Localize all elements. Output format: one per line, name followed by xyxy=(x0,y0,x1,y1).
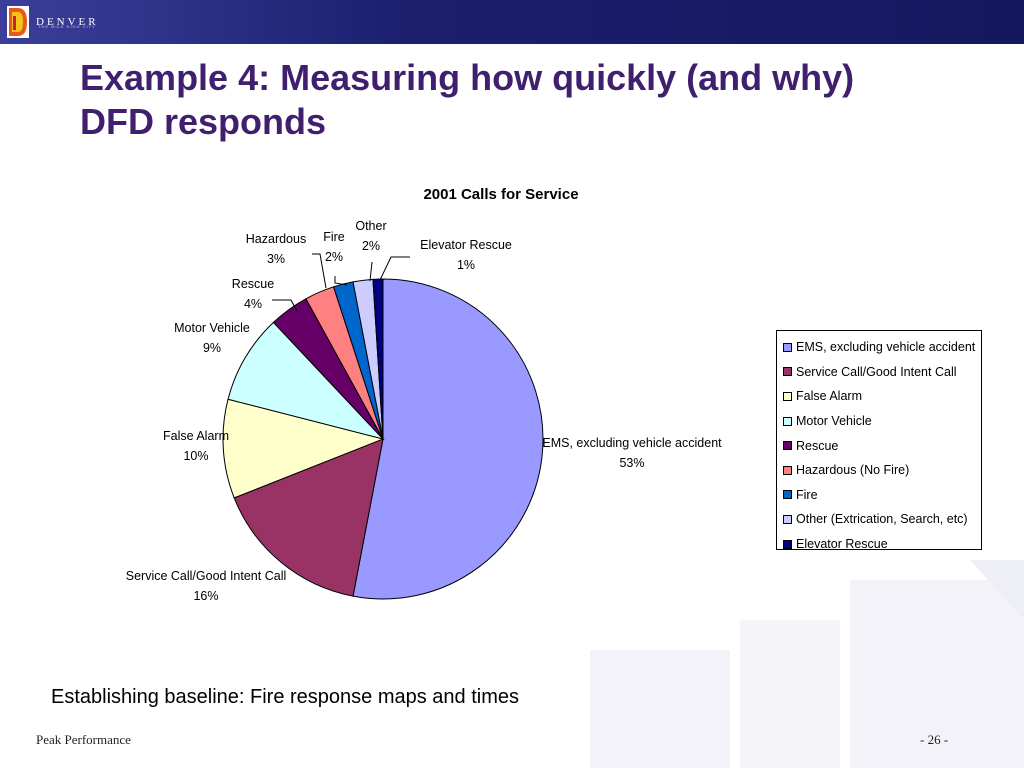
denver-logo-icon xyxy=(7,6,29,38)
slice-label: Hazardous xyxy=(246,232,306,246)
legend-swatch xyxy=(783,441,792,451)
chart-legend: EMS, excluding vehicle accident Service C… xyxy=(776,330,982,551)
slice-percent-label: 53% xyxy=(619,456,644,470)
legend-swatch xyxy=(783,490,792,500)
legend-item: Rescue xyxy=(777,433,981,458)
slice-percent-label: 1% xyxy=(457,258,475,272)
pie-slice-ems-excluding-vehicle-accident xyxy=(352,278,544,600)
legend-label: Rescue xyxy=(796,438,839,453)
legend-swatch xyxy=(783,514,792,524)
pie-slice-motor-vehicle xyxy=(227,321,385,440)
legend-swatch xyxy=(783,342,792,352)
denver-logo: DENVER xyxy=(6,3,99,41)
pie-slice-service-call-good-intent-call xyxy=(233,438,384,597)
slice-label: Service Call/Good Intent Call xyxy=(126,569,287,583)
body-text: Establishing baseline: Fire response map… xyxy=(51,686,520,708)
header-bar: DENVER THE MILE HIGH CITY xyxy=(0,0,1024,44)
slice-label: Elevator Rescue xyxy=(420,238,512,252)
slice-percent-label: 3% xyxy=(267,252,285,266)
logo-subtext: THE MILE HIGH CITY xyxy=(38,24,96,29)
slice-label: Motor Vehicle xyxy=(174,321,250,335)
pie-slice-false-alarm xyxy=(222,398,385,499)
legend-item: Elevator Rescue xyxy=(777,532,981,557)
legend-item: Hazardous (No Fire) xyxy=(777,458,981,483)
background-decoration xyxy=(590,560,1024,768)
slice-percent-label: 16% xyxy=(193,589,218,603)
slice-label: EMS, excluding vehicle accident xyxy=(542,436,722,450)
legend-swatch xyxy=(783,391,792,401)
slice-percent-label: 2% xyxy=(362,239,380,253)
leader-line xyxy=(334,276,348,286)
slice-percent-label: 9% xyxy=(203,341,221,355)
footer-left-text: Peak Performance xyxy=(36,732,131,747)
legend-label: False Alarm xyxy=(796,389,862,404)
legend-swatch xyxy=(783,539,792,549)
slice-label: Fire xyxy=(323,230,345,244)
leader-line xyxy=(379,256,410,281)
legend-item: False Alarm xyxy=(777,384,981,409)
legend-item: Other (Extrication, Search, etc) xyxy=(777,507,981,532)
legend-item: Motor Vehicle xyxy=(777,409,981,434)
page-number: - 26 - xyxy=(920,732,949,747)
legend-label: Fire xyxy=(796,487,818,502)
leader-line xyxy=(272,299,298,312)
legend-item: Fire xyxy=(777,483,981,508)
pie-slice-elevator-rescue xyxy=(372,278,384,440)
legend-swatch xyxy=(783,367,792,377)
legend-swatch xyxy=(783,416,792,426)
legend-swatch xyxy=(783,465,792,475)
slice-label: Other xyxy=(355,219,386,233)
slice-percent-label: 2% xyxy=(325,250,343,264)
legend-item: Service Call/Good Intent Call xyxy=(777,360,981,385)
slice-label: False Alarm xyxy=(163,429,229,443)
leader-line xyxy=(312,253,327,289)
legend-label: Service Call/Good Intent Call xyxy=(796,364,957,379)
chart-title: 2001 Calls for Service xyxy=(423,186,579,203)
slice-percent-label: 10% xyxy=(183,449,208,463)
slice-percent-label: 4% xyxy=(244,297,262,311)
legend-label: Hazardous (No Fire) xyxy=(796,463,910,478)
slice-label: Rescue xyxy=(232,277,274,291)
legend-label: Elevator Rescue xyxy=(796,537,888,552)
slide-title-line1: Example 4: Measuring how quickly (and wh… xyxy=(80,57,855,98)
legend-item: EMS, excluding vehicle accident xyxy=(777,335,981,360)
legend-label: Motor Vehicle xyxy=(796,414,872,429)
slide-title: Example 4: Measuring how quickly (and wh… xyxy=(80,56,980,144)
legend-label: Other (Extrication, Search, etc) xyxy=(796,512,968,527)
slide-title-line2: DFD responds xyxy=(80,101,327,142)
leader-line xyxy=(369,261,373,282)
logo-text: DENVER xyxy=(36,16,99,28)
legend-label: EMS, excluding vehicle accident xyxy=(796,340,976,355)
